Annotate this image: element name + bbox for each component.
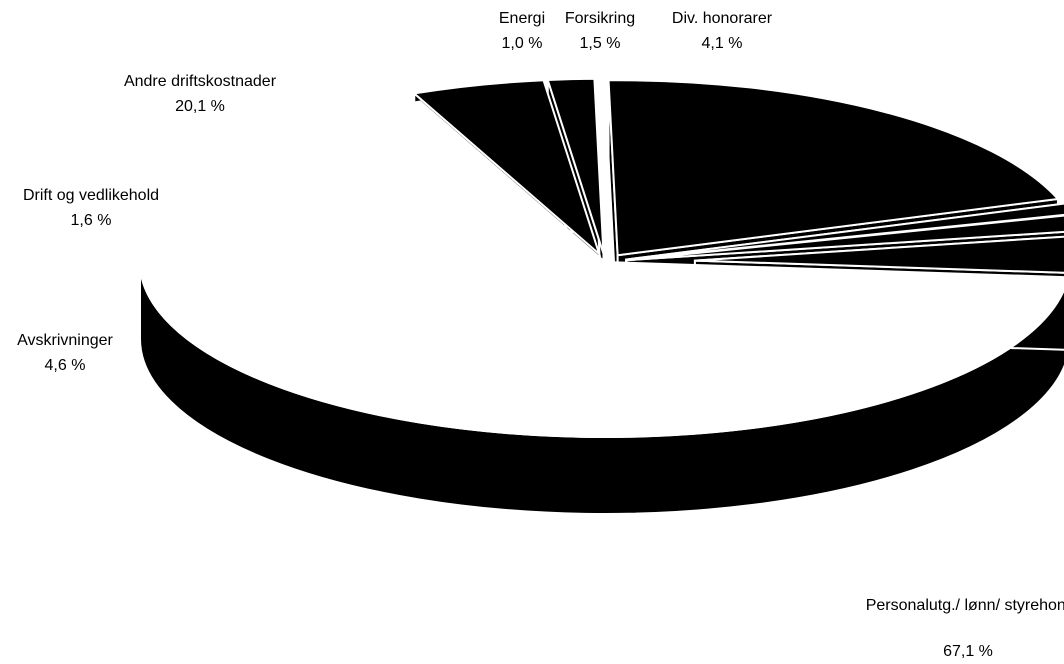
slice-label-andre: Andre driftskostnader — [124, 73, 277, 90]
slice-value-honorarer: 4,1 % — [702, 35, 743, 52]
slice-value-andre: 20,1 % — [175, 98, 225, 115]
pie-labels: Personalutg./ lønn/ styrehon. 67,1 % Avs… — [17, 10, 1064, 660]
slice-value-forsikring: 1,5 % — [580, 35, 621, 52]
slice-label-honorarer: Div. honorarer — [672, 10, 773, 27]
slice-value-avskrivninger: 4,6 % — [45, 357, 86, 374]
slice-label-personal: Personalutg./ lønn/ styrehon. — [866, 597, 1064, 614]
slice-label-forsikring: Forsikring — [565, 10, 635, 27]
slice-value-personal: 67,1 % — [943, 643, 993, 660]
slice-top-honorarer — [694, 235, 1064, 274]
slice-top-personal — [139, 100, 1064, 438]
slice-top-drift — [546, 77, 605, 255]
pie-slices — [139, 77, 1064, 515]
slice-label-energi: Energi — [499, 10, 545, 27]
slice-top-energi — [625, 202, 1064, 261]
slice-value-energi: 1,0 % — [502, 35, 543, 52]
slice-top-avskrivninger — [412, 79, 602, 258]
slice-value-drift: 1,6 % — [71, 212, 112, 229]
slice-top-forsikring — [626, 214, 1064, 262]
slice-top-andre — [607, 79, 1060, 257]
slice-label-drift: Drift og vedlikehold — [23, 187, 159, 204]
slice-label-avskrivninger: Avskrivninger — [17, 332, 113, 349]
